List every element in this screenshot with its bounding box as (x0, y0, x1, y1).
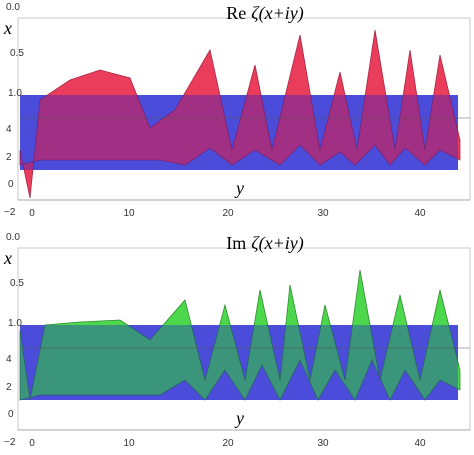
y-tick-label: 10 (123, 438, 135, 449)
z-tick-label: 2 (6, 382, 12, 393)
x-tick-label: 1.0 (8, 88, 22, 99)
x-axis-label: x (3, 18, 12, 38)
x-tick-label: 0.5 (10, 278, 24, 289)
critical-strip-plane-front (20, 325, 458, 400)
y-tick-label: 20 (222, 438, 234, 449)
zeta-surface (19, 269, 461, 401)
y-tick-label: 0 (29, 208, 35, 219)
y-axis-label: y (234, 408, 244, 428)
y-tick-label: 30 (317, 208, 329, 219)
z-tick-label: 0 (8, 179, 14, 190)
x-axis-label: x (3, 248, 12, 268)
x-tick-label: 0.0 (6, 232, 20, 243)
x-tick-label: 0.0 (6, 2, 20, 13)
x-tick-label: 1.0 (8, 318, 22, 329)
y-axis-label: y (234, 178, 244, 198)
z-tick-label: 0 (8, 409, 14, 420)
title-function: ζ(x+iy) (251, 3, 303, 24)
y-tick-label: 10 (123, 208, 135, 219)
y-tick-label: 40 (414, 438, 426, 449)
x-tick-label: 0.5 (10, 48, 24, 59)
title-prefix: Im (226, 233, 246, 253)
z-tick-label: 4 (6, 354, 12, 365)
panel-title: Im ζ(x+iy) (226, 233, 303, 254)
z-tick-label: 2 (6, 152, 12, 163)
panel-title: Re ζ(x+iy) (226, 3, 303, 24)
title-function: ζ(x+iy) (251, 233, 303, 254)
z-tick-label: −2 (4, 437, 16, 448)
critical-strip-plane-front (20, 95, 458, 170)
y-tick-label: 20 (222, 208, 234, 219)
y-tick-label: 30 (317, 438, 329, 449)
y-tick-label: 40 (414, 208, 426, 219)
z-tick-label: 4 (6, 124, 12, 135)
y-tick-label: 0 (29, 438, 35, 449)
title-prefix: Re (226, 3, 246, 23)
zeta-surface (19, 29, 461, 199)
z-tick-label: −2 (4, 207, 16, 218)
